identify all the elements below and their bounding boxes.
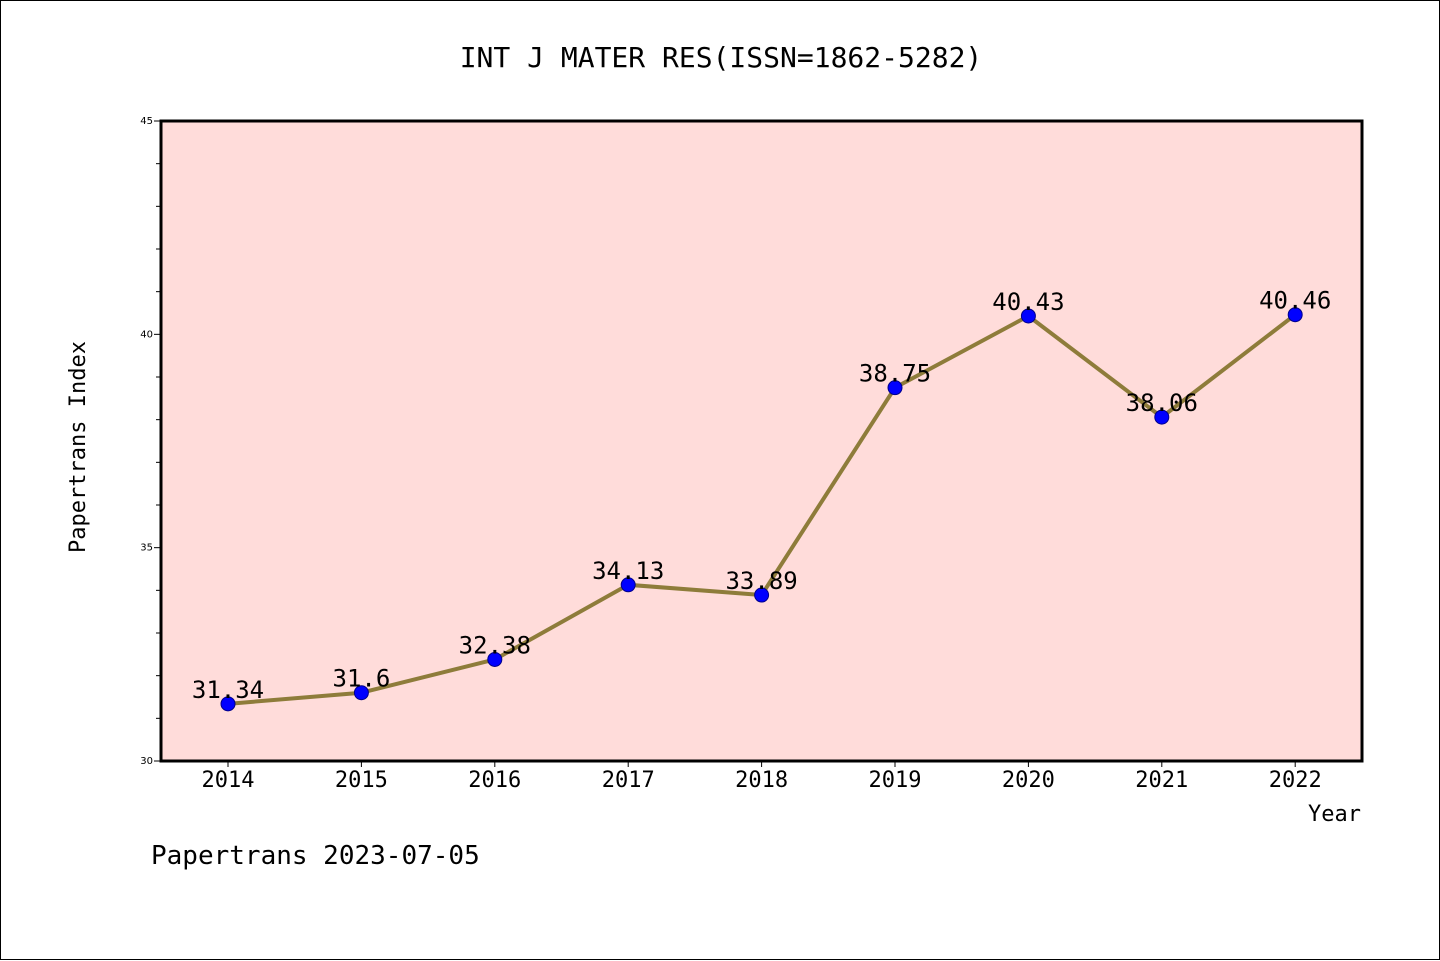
y-tick-label: 30 — [140, 756, 153, 767]
x-axis: 2014 2015 2016 2017 2018 2019 2020 2021 2022 — [202, 761, 1322, 793]
data-point — [1020, 308, 1036, 324]
data-label: 34.13 — [592, 557, 664, 585]
y-tick-label: 35 — [140, 543, 153, 554]
data-point — [220, 696, 236, 712]
x-tick-label: 2018 — [735, 768, 788, 793]
data-label: 31.34 — [192, 676, 264, 704]
data-point — [620, 577, 636, 593]
y-tick-label: 40 — [140, 329, 153, 340]
data-point — [754, 587, 770, 603]
data-point — [487, 651, 503, 667]
data-point — [887, 380, 903, 396]
x-tick-label: 2014 — [202, 768, 255, 793]
x-tick-label: 2022 — [1269, 768, 1322, 793]
data-label: 38.06 — [1126, 389, 1198, 417]
x-tick-label: 2020 — [1002, 768, 1055, 793]
x-tick-label: 2017 — [602, 768, 655, 793]
x-tick-label: 2016 — [468, 768, 521, 793]
data-label: 33.89 — [725, 567, 797, 595]
data-label: 31.6 — [333, 665, 391, 693]
plot-area — [159, 119, 1364, 763]
data-point — [353, 685, 369, 701]
x-tick-label: 2021 — [1135, 768, 1188, 793]
chart-title: INT J MATER RES(ISSN=1862-5282) — [460, 41, 983, 74]
series-layer — [220, 307, 1303, 712]
x-axis-title: Year — [1308, 802, 1361, 827]
data-label: 40.43 — [992, 288, 1064, 316]
footer-date-label: Papertrans 2023-07-05 — [151, 841, 480, 871]
data-labels: 31.34 31.6 32.38 34.13 33.89 38.75 40.43 38.06 4… — [192, 287, 1331, 704]
y-tick-label: 45 — [140, 116, 153, 127]
data-label: 32.38 — [459, 631, 531, 659]
data-label: 40.46 — [1259, 287, 1331, 315]
y-axis: 30 35 40 45 — [140, 116, 161, 767]
x-tick-label: 2015 — [335, 768, 388, 793]
y-axis-title: Papertrans Index — [66, 341, 91, 553]
data-label: 38.75 — [859, 360, 931, 388]
x-tick-label: 2019 — [869, 768, 922, 793]
data-point — [1154, 409, 1170, 425]
data-point — [1287, 307, 1303, 323]
